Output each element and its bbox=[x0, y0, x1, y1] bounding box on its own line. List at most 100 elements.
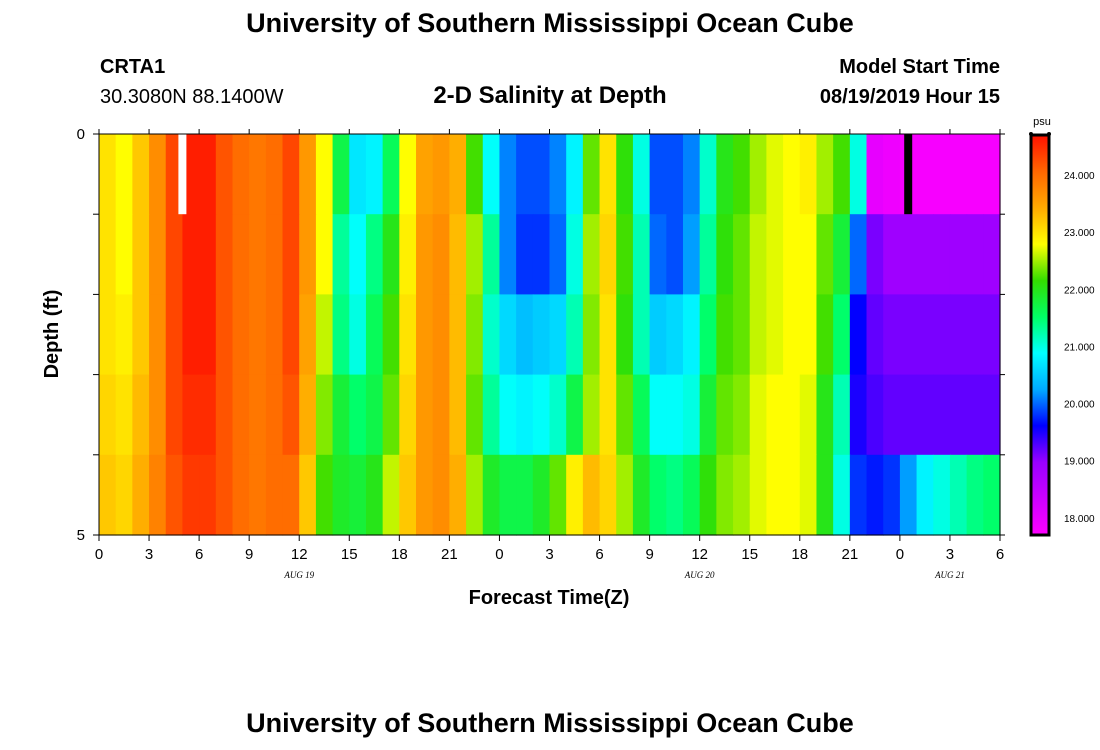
heatmap-cell bbox=[299, 374, 317, 456]
heatmap-cell bbox=[749, 374, 768, 456]
y-tick-label: 0 bbox=[77, 126, 85, 143]
x-tick-label: 0 bbox=[495, 546, 503, 563]
heatmap-cell bbox=[199, 454, 217, 536]
x-tick-label: 18 bbox=[391, 546, 408, 563]
heatmap-cell bbox=[382, 374, 400, 456]
heatmap-cell bbox=[849, 374, 868, 456]
heatmap-cell bbox=[616, 294, 634, 376]
heatmap-cell bbox=[899, 294, 918, 376]
heatmap-cell bbox=[265, 134, 284, 215]
x-tick-label: 15 bbox=[341, 546, 358, 563]
heatmap-cell bbox=[282, 454, 300, 536]
heatmap-cell bbox=[532, 454, 551, 536]
heatmap-cell bbox=[99, 134, 117, 215]
heatmap-cell bbox=[549, 294, 567, 376]
heatmap-cell bbox=[983, 294, 1001, 376]
heatmap-cell bbox=[599, 374, 617, 456]
heatmap-cell bbox=[482, 374, 501, 456]
heatmap-cell bbox=[949, 294, 968, 376]
heatmap-cell bbox=[282, 214, 300, 295]
heatmap-cell bbox=[499, 374, 517, 456]
station-coordinates: 30.3080N 88.1400W bbox=[100, 86, 284, 108]
heatmap-cell bbox=[165, 454, 184, 536]
heatmap-cell bbox=[149, 454, 167, 536]
heatmap-cell bbox=[315, 294, 334, 376]
heatmap-cell bbox=[115, 294, 133, 376]
heatmap-cell bbox=[149, 374, 167, 456]
heatmap-cell bbox=[416, 454, 434, 536]
heatmap-cell bbox=[949, 134, 968, 215]
heatmap-cell bbox=[799, 454, 818, 536]
heatmap-cell bbox=[833, 134, 851, 215]
heatmap-cell bbox=[516, 454, 534, 536]
heatmap-cell bbox=[783, 214, 801, 295]
heatmap-cell bbox=[916, 294, 934, 376]
heatmap-cell bbox=[399, 294, 417, 376]
heatmap-cell bbox=[232, 134, 250, 215]
heatmap-cell bbox=[399, 454, 417, 536]
heatmap-cell bbox=[99, 454, 117, 536]
heatmap-cell bbox=[966, 214, 984, 295]
heatmap-cell bbox=[265, 214, 284, 295]
heatmap-cell bbox=[466, 294, 484, 376]
heatmap-cell bbox=[449, 294, 467, 376]
heatmap-cell bbox=[933, 294, 951, 376]
heatmap-cell bbox=[749, 134, 768, 215]
heatmap-cell bbox=[416, 134, 434, 215]
heatmap-cell bbox=[582, 214, 601, 295]
heatmap-cell bbox=[432, 214, 450, 295]
heatmap-cell bbox=[365, 454, 384, 536]
heatmap-cell bbox=[382, 214, 400, 295]
x-tick-label: 12 bbox=[291, 546, 308, 563]
heatmap-cell bbox=[182, 374, 200, 456]
colorbar-corner-dot bbox=[1029, 132, 1033, 136]
heatmap-cell bbox=[282, 134, 300, 215]
heatmap-cell bbox=[816, 294, 834, 376]
date-label: AUG 19 bbox=[283, 570, 314, 580]
heatmap-cell bbox=[549, 214, 567, 295]
heatmap-cell bbox=[766, 134, 784, 215]
footer-title: University of Southern Mississippi Ocean… bbox=[246, 708, 854, 738]
heatmap-cell bbox=[466, 454, 484, 536]
heatmap-cell bbox=[799, 374, 818, 456]
heatmap-cell bbox=[182, 214, 200, 295]
heatmap-cell bbox=[265, 454, 284, 536]
heatmap-cell bbox=[733, 294, 751, 376]
heatmap-cell bbox=[949, 454, 968, 536]
heatmap-cell bbox=[382, 454, 400, 536]
heatmap-cell bbox=[616, 214, 634, 295]
heatmap-cell bbox=[132, 294, 150, 376]
heatmap-cell bbox=[199, 294, 217, 376]
heatmap-cell bbox=[699, 454, 717, 536]
x-tick-label: 21 bbox=[841, 546, 858, 563]
heatmap-cell bbox=[99, 214, 117, 295]
heatmap-cell bbox=[115, 454, 133, 536]
heatmap-cell bbox=[215, 454, 234, 536]
heatmap-cell bbox=[132, 454, 150, 536]
heatmap-cell bbox=[699, 134, 717, 215]
heatmap-cell bbox=[766, 294, 784, 376]
heatmap-cell bbox=[165, 214, 184, 295]
x-tick-label: 3 bbox=[946, 546, 954, 563]
heatmap-cell bbox=[783, 374, 801, 456]
heatmap-cell bbox=[849, 214, 868, 295]
heatmap-cell bbox=[432, 294, 450, 376]
heatmap-cell bbox=[499, 134, 517, 215]
heatmap-cell bbox=[165, 374, 184, 456]
heatmap-cell bbox=[816, 454, 834, 536]
colorbar: 18.000 19.000 20.000 21.000 22.000 23.000 24.0… bbox=[1029, 132, 1095, 537]
heatmap-cell bbox=[99, 374, 117, 456]
heatmap-cell bbox=[249, 214, 267, 295]
heatmap-cell bbox=[616, 134, 634, 215]
x-tick-label: 18 bbox=[791, 546, 808, 563]
heatmap-cell bbox=[132, 214, 150, 295]
heatmap-cell bbox=[315, 454, 334, 536]
heatmap-cell bbox=[516, 134, 534, 215]
colorbar-corner-dot bbox=[1047, 132, 1051, 136]
heatmap-cell bbox=[899, 454, 918, 536]
heatmap-cell bbox=[632, 214, 651, 295]
heatmap-cell bbox=[916, 214, 934, 295]
heatmap-cell bbox=[632, 134, 651, 215]
heatmap-cell bbox=[983, 454, 1001, 536]
heatmap-cell bbox=[516, 214, 534, 295]
